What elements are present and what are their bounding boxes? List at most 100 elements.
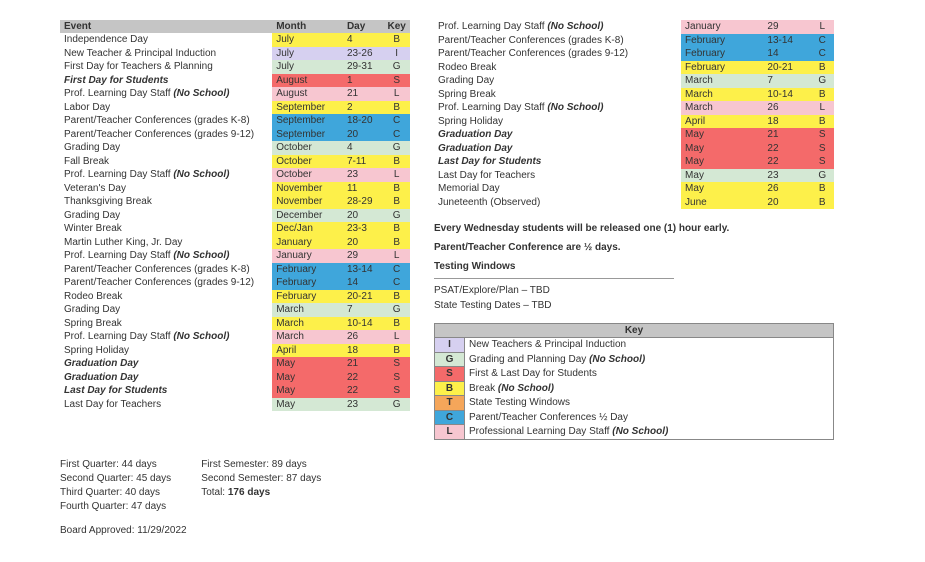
event-cell: Independence Day xyxy=(60,33,272,47)
table-row: Graduation DayMay22S xyxy=(60,371,410,385)
event-cell: First Day for Students xyxy=(60,74,272,88)
key-cell: S xyxy=(810,142,834,156)
key-row: GGrading and Planning Day (No School) xyxy=(435,352,834,367)
day-cell: 7-11 xyxy=(343,155,383,169)
month-cell: November xyxy=(272,182,343,196)
key-row: TState Testing Windows xyxy=(435,396,834,411)
footer-semesters: First Semester: 89 daysSecond Semester: … xyxy=(201,458,321,514)
day-cell: 29-31 xyxy=(343,60,383,74)
event-cell: Graduation Day xyxy=(434,128,681,142)
table-row: Last Day for StudentsMay22S xyxy=(60,384,410,398)
month-cell: September xyxy=(272,101,343,115)
key-label: Break (No School) xyxy=(465,381,834,396)
day-cell: 23 xyxy=(343,398,383,412)
table-row: First Day for StudentsAugust1S xyxy=(60,74,410,88)
key-cell: B xyxy=(383,155,410,169)
table-row: Prof. Learning Day Staff (No School)Janu… xyxy=(434,20,834,34)
day-cell: 28-29 xyxy=(343,195,383,209)
day-cell: 22 xyxy=(343,371,383,385)
day-cell: 20-21 xyxy=(343,290,383,304)
key-cell: C xyxy=(383,128,410,142)
month-cell: October xyxy=(272,141,343,155)
event-cell: Prof. Learning Day Staff (No School) xyxy=(60,168,272,182)
key-label: Professional Learning Day Staff (No Scho… xyxy=(465,425,834,440)
day-cell: 1 xyxy=(343,74,383,88)
key-cell: B xyxy=(810,196,834,210)
table-row: Parent/Teacher Conferences (grades K-8)F… xyxy=(60,263,410,277)
event-cell: First Day for Teachers & Planning xyxy=(60,60,272,74)
day-cell: 21 xyxy=(343,357,383,371)
day-cell: 11 xyxy=(343,182,383,196)
event-cell: Prof. Learning Day Staff (No School) xyxy=(60,87,272,101)
key-label: Parent/Teacher Conferences ½ Day xyxy=(465,410,834,425)
month-cell: September xyxy=(272,128,343,142)
table-row: Spring BreakMarch10-14B xyxy=(60,317,410,331)
key-badge: G xyxy=(435,352,465,367)
month-cell: May xyxy=(272,357,343,371)
key-cell: L xyxy=(383,87,410,101)
event-cell: Parent/Teacher Conferences (grades 9-12) xyxy=(434,47,681,61)
footer-line: First Semester: 89 days xyxy=(201,458,321,472)
board-approved: Board Approved: 11/29/2022 xyxy=(60,524,865,538)
month-cell: May xyxy=(272,384,343,398)
event-cell: Prof. Learning Day Staff (No School) xyxy=(60,249,272,263)
key-badge: I xyxy=(435,338,465,353)
key-cell: L xyxy=(383,249,410,263)
key-label: State Testing Windows xyxy=(465,396,834,411)
event-cell: Rodeo Break xyxy=(434,61,681,75)
key-label: Grading and Planning Day (No School) xyxy=(465,352,834,367)
key-badge: C xyxy=(435,410,465,425)
month-cell: March xyxy=(272,330,343,344)
key-cell: B xyxy=(383,290,410,304)
month-cell: February xyxy=(681,47,763,61)
table-row: Juneteenth (Observed)June20B xyxy=(434,196,834,210)
col-day: Day xyxy=(343,20,383,33)
event-cell: Last Day for Teachers xyxy=(434,169,681,183)
month-cell: April xyxy=(681,115,763,129)
key-cell: B xyxy=(810,88,834,102)
day-cell: 20 xyxy=(343,209,383,223)
key-cell: S xyxy=(810,155,834,169)
day-cell: 10-14 xyxy=(343,317,383,331)
key-badge: B xyxy=(435,381,465,396)
day-cell: 20 xyxy=(343,236,383,250)
day-cell: 23 xyxy=(343,168,383,182)
table-row: Graduation DayMay21S xyxy=(60,357,410,371)
footer-line: Fourth Quarter: 47 days xyxy=(60,500,171,514)
event-cell: Parent/Teacher Conferences (grades K-8) xyxy=(434,34,681,48)
day-cell: 22 xyxy=(763,142,810,156)
table-row: Memorial DayMay26B xyxy=(434,182,834,196)
testing-header: Testing Windows xyxy=(434,259,834,274)
key-cell: B xyxy=(383,236,410,250)
month-cell: August xyxy=(272,87,343,101)
day-cell: 18-20 xyxy=(343,114,383,128)
day-cell: 10-14 xyxy=(763,88,810,102)
key-cell: L xyxy=(810,101,834,115)
event-cell: Spring Break xyxy=(434,88,681,102)
table-row: Martin Luther King, Jr. DayJanuary20B xyxy=(60,236,410,250)
footer-line: Total: 176 days xyxy=(201,486,321,500)
month-cell: October xyxy=(272,155,343,169)
month-cell: January xyxy=(272,236,343,250)
table-row: Graduation DayMay22S xyxy=(434,142,834,156)
event-cell: Prof. Learning Day Staff (No School) xyxy=(434,101,681,115)
event-cell: Martin Luther King, Jr. Day xyxy=(60,236,272,250)
event-cell: Prof. Learning Day Staff (No School) xyxy=(434,20,681,34)
event-cell: Spring Holiday xyxy=(434,115,681,129)
day-cell: 18 xyxy=(763,115,810,129)
month-cell: May xyxy=(272,398,343,412)
day-cell: 2 xyxy=(343,101,383,115)
event-cell: Thanksgiving Break xyxy=(60,195,272,209)
footer-line: Second Semester: 87 days xyxy=(201,472,321,486)
divider xyxy=(434,278,674,279)
month-cell: February xyxy=(272,263,343,277)
event-cell: Graduation Day xyxy=(434,142,681,156)
table-row: Parent/Teacher Conferences (grades K-8)S… xyxy=(60,114,410,128)
table-row: Grading DayOctober4G xyxy=(60,141,410,155)
day-cell: 29 xyxy=(763,20,810,34)
month-cell: Dec/Jan xyxy=(272,222,343,236)
event-cell: Graduation Day xyxy=(60,371,272,385)
day-cell: 26 xyxy=(343,330,383,344)
key-label: New Teachers & Principal Induction xyxy=(465,338,834,353)
event-cell: Parent/Teacher Conferences (grades 9-12) xyxy=(60,276,272,290)
